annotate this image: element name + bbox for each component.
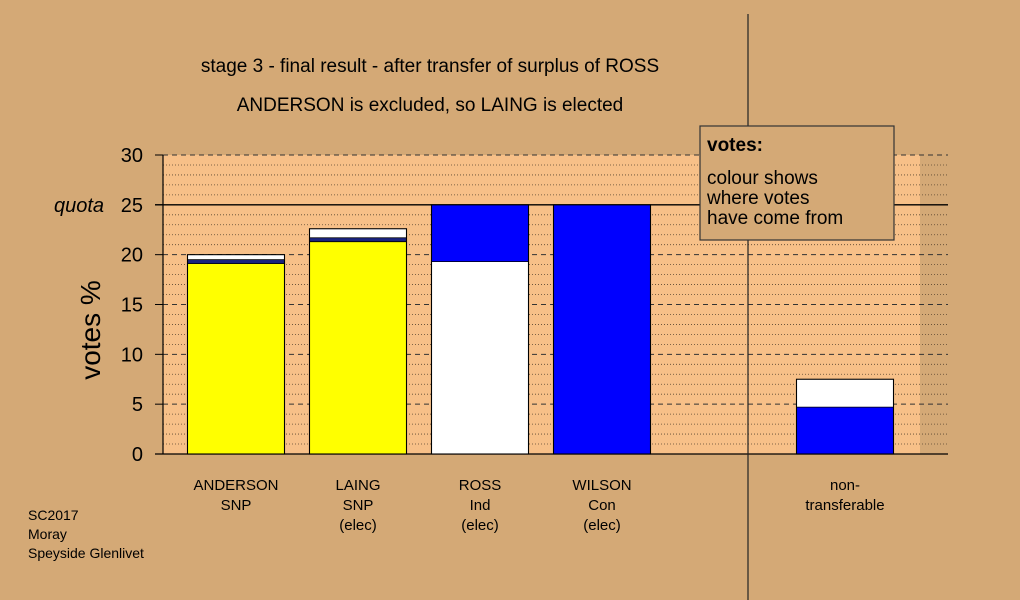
bar-outline-laing: [308, 228, 408, 455]
x-category-label: LAING: [335, 477, 380, 494]
x-category-label: transferable: [805, 497, 884, 514]
bar-outline-wilson: [552, 204, 652, 455]
bar-segment-non-transferable: [796, 407, 894, 454]
y-tick-label: 30: [121, 145, 143, 167]
bar-outline-non-transferable: [795, 378, 895, 455]
x-category-label: SNP: [343, 497, 374, 514]
chart-subtitle: ANDERSON is excluded, so LAING is electe…: [237, 95, 624, 116]
source-text: Speyside Glenlivet: [28, 545, 144, 561]
y-tick-label: 10: [121, 344, 143, 366]
x-category-label: ANDERSON: [193, 477, 278, 494]
y-tick-label: 15: [121, 295, 143, 317]
x-category-label: Con: [588, 497, 616, 514]
bar-segment-anderson: [187, 259, 285, 264]
x-category-label: (elec): [339, 517, 377, 534]
y-tick-label: 5: [132, 394, 143, 416]
bar-segment-laing: [309, 228, 407, 238]
bar-segment-ross: [431, 204, 529, 262]
bar-segment-laing: [309, 237, 407, 242]
bar-segment-non-transferable: [796, 379, 894, 408]
x-category-label: SNP: [221, 497, 252, 514]
legend-title: votes:: [707, 135, 763, 156]
legend-text: where votes: [706, 188, 809, 209]
bar-segment-anderson: [187, 254, 285, 260]
legend-text: colour shows: [707, 168, 818, 189]
bar-outline-anderson: [186, 254, 286, 455]
bar-segment-laing: [309, 241, 407, 454]
source-text: SC2017: [28, 507, 79, 523]
x-category-label: (elec): [461, 517, 499, 534]
x-category-label: non-: [830, 477, 860, 494]
x-category-label: WILSON: [572, 477, 631, 494]
x-category-label: ROSS: [459, 477, 502, 494]
quota-label: quota: [54, 195, 104, 217]
chart-title: stage 3 - final result - after transfer …: [201, 56, 659, 77]
bar-segment-wilson: [553, 204, 651, 454]
y-tick-label: 25: [121, 195, 143, 217]
source-text: Moray: [28, 526, 67, 542]
x-category-label: (elec): [583, 517, 621, 534]
legend-text: have come from: [707, 208, 843, 229]
bar-segment-ross: [431, 261, 529, 454]
bar-segment-anderson: [187, 263, 285, 454]
y-tick-label: 20: [121, 245, 143, 267]
y-axis-title: votes %: [75, 280, 106, 380]
legend-box: [699, 125, 895, 241]
bar-outline-ross: [430, 204, 530, 455]
x-category-label: Ind: [470, 497, 491, 514]
y-tick-label: 0: [132, 444, 143, 466]
